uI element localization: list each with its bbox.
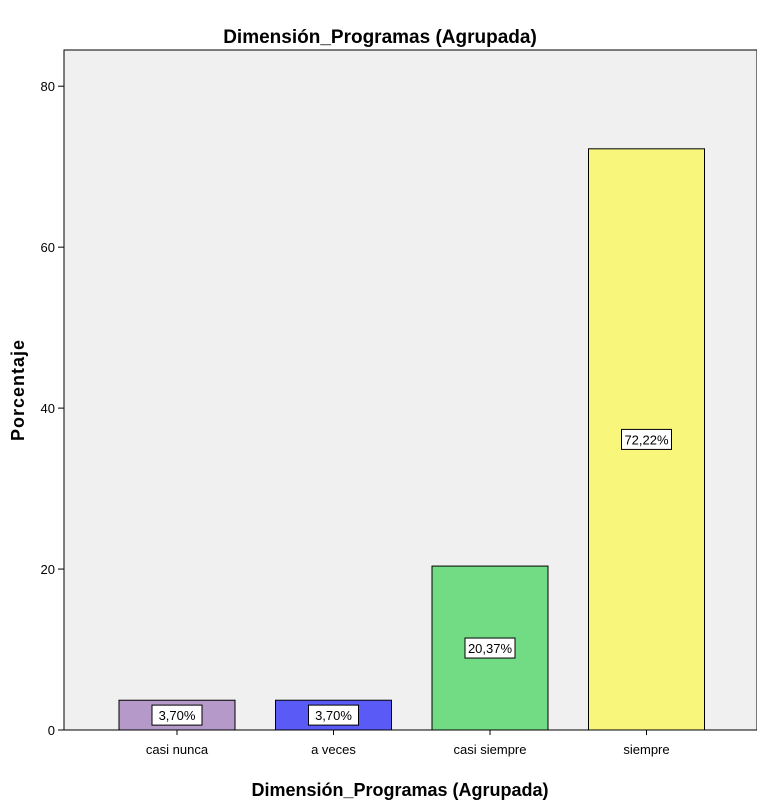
data-label: 72,22% — [624, 432, 669, 447]
y-tick-label: 80 — [41, 79, 55, 94]
y-tick-label: 20 — [41, 562, 55, 577]
x-tick-label: casi nunca — [146, 742, 209, 757]
data-label-box — [621, 428, 672, 450]
data-label-box — [151, 704, 203, 726]
data-label: 3,70% — [315, 708, 352, 723]
data-label: 20,37% — [468, 641, 513, 656]
chart-title: Dimensión_Programas (Agrupada) — [223, 27, 537, 48]
x-axis-title: Dimensión_Programas (Agrupada) — [251, 780, 548, 800]
x-tick-label: siempre — [623, 742, 669, 757]
data-label-box — [308, 704, 359, 726]
y-tick-label: 60 — [41, 240, 55, 255]
y-tick-label: 0 — [48, 723, 55, 738]
x-tick-label: a veces — [311, 742, 356, 757]
data-label: 3,70% — [159, 708, 196, 723]
x-axis: casi nunca a veces casi siempre siempre — [146, 730, 670, 757]
y-axis: 0 20 40 60 80 — [41, 79, 64, 738]
x-tick-label: casi siempre — [454, 742, 527, 757]
y-tick-label: 40 — [41, 401, 55, 416]
y-axis-title: Porcentaje — [8, 339, 28, 441]
bars: 3,70% 3,70% 20,37% 72,22% — [118, 148, 705, 731]
data-label-box — [464, 637, 516, 659]
